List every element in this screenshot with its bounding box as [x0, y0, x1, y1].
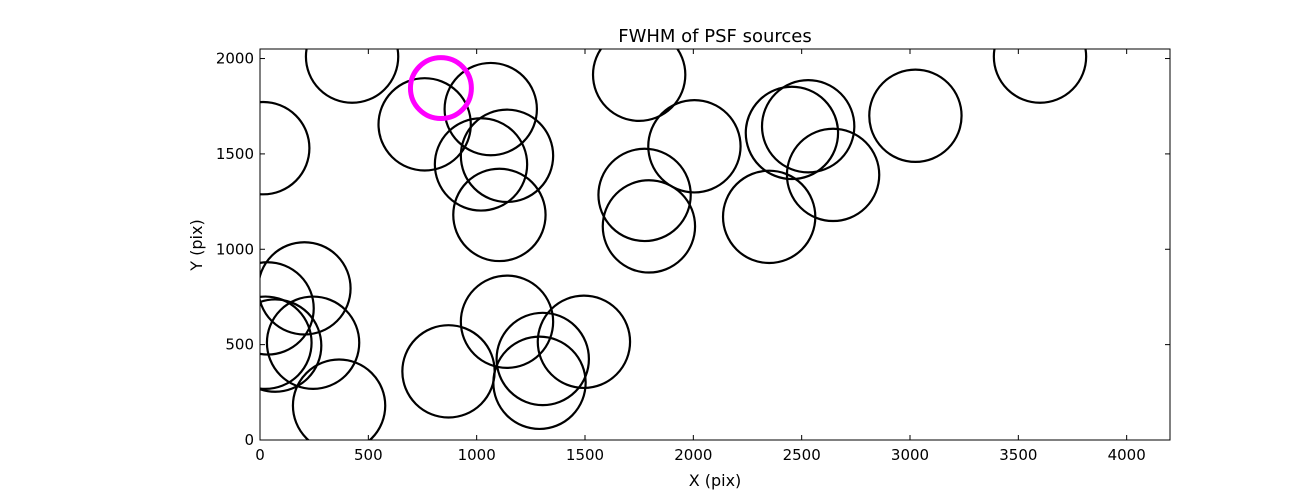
chart-title: FWHM of PSF sources: [618, 26, 812, 47]
x-tick-label: 1500: [566, 446, 604, 464]
y-tick-label: 1500: [216, 145, 254, 163]
psf-source-circle: [647, 99, 742, 194]
x-tick-label: 3500: [999, 446, 1037, 464]
x-tick-label: 2000: [674, 446, 712, 464]
psf-source-circle: [260, 298, 323, 393]
psf-source-circle: [591, 49, 687, 122]
psf-source-circle: [760, 78, 856, 174]
psf-source-circle: [265, 295, 361, 390]
psf-source-circle: [443, 61, 539, 157]
x-tick-label: 4000: [1108, 446, 1146, 464]
x-tick-label: 2500: [783, 446, 821, 464]
x-tick-label: 3000: [891, 446, 929, 464]
psf-source-circle: [744, 85, 840, 181]
psf-source-circle: [992, 49, 1088, 104]
plot-frame: [259, 48, 1171, 441]
psf-source-circle: [260, 100, 311, 196]
psf-source-circle: [304, 49, 400, 104]
y-tick-label: 500: [225, 336, 254, 354]
psf-source-circle: [459, 274, 555, 369]
plot-background: [260, 49, 1170, 440]
psf-source-circle: [377, 77, 472, 172]
x-tick-label: 1000: [458, 446, 496, 464]
y-axis-label: Y (pix): [187, 219, 206, 271]
psf-source-circle: [492, 335, 587, 431]
x-tick-label: 0: [255, 446, 265, 464]
psf-source-circle: [495, 311, 591, 407]
psf-source-circle: [260, 295, 313, 390]
psf-source-circle: [597, 147, 692, 243]
psf-source-circle: [452, 167, 547, 263]
x-axis-label: X (pix): [689, 471, 742, 490]
psf-source-circle: [868, 68, 963, 164]
psf-source-circle: [536, 294, 632, 390]
psf-source-circle: [291, 358, 387, 440]
x-tick-label: 500: [354, 446, 383, 464]
circles-layer: [260, 49, 1088, 440]
y-tick-label: 1000: [216, 240, 254, 258]
psf-source-circle: [721, 169, 817, 265]
psf-source-circle: [601, 179, 697, 274]
psf-source-circle: [433, 117, 529, 212]
y-tick-label: 0: [244, 431, 254, 449]
highlighted-source-circle: [407, 55, 474, 122]
y-tick-label: 2000: [216, 50, 254, 68]
ticks-layer: 0 500 1000 1500 2000 2500 3000 3500 4000 0 500 1000…: [216, 49, 1170, 464]
